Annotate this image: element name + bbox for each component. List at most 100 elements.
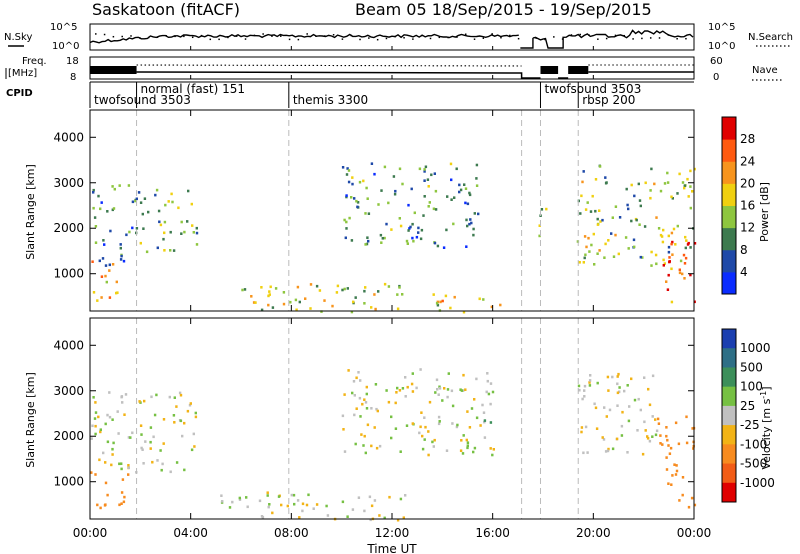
scatter-cell	[614, 205, 618, 208]
scatter-cell	[598, 209, 601, 212]
scatter-cell	[669, 446, 673, 450]
scatter-cell	[104, 481, 108, 485]
noise-search-point	[685, 37, 687, 40]
scatter-cell	[594, 406, 598, 410]
scatter-cell	[639, 408, 642, 412]
scatter-cell	[116, 291, 119, 294]
scatter-cell	[466, 444, 469, 447]
scatter-cell	[192, 231, 195, 234]
scatter-cell	[91, 424, 94, 428]
scatter-cell	[111, 418, 114, 421]
scatter-cell	[618, 390, 621, 394]
scatter-cell	[491, 390, 495, 394]
scatter-cell	[596, 223, 600, 226]
scatter-cell	[586, 201, 589, 204]
scatter-cell	[90, 437, 93, 440]
scatter-cell	[592, 232, 595, 236]
scatter-cell	[365, 186, 368, 190]
scatter-cell	[139, 424, 143, 427]
scatter-cell	[650, 264, 653, 267]
noise-search-point	[420, 34, 423, 37]
range-tick-label: 1000	[53, 475, 84, 489]
scatter-cell	[661, 443, 664, 446]
scatter-cell	[108, 415, 112, 419]
noise-search-point	[588, 34, 590, 36]
noise-search-point	[623, 34, 626, 37]
scatter-cell	[346, 167, 349, 170]
scatter-cell	[413, 211, 416, 215]
noise-search-point	[376, 38, 379, 41]
scatter-cell	[579, 212, 582, 215]
scatter-cell	[591, 194, 594, 198]
scatter-cell	[364, 401, 368, 404]
power-panel-frame	[89, 109, 695, 312]
noise-search-point	[218, 38, 220, 41]
scatter-cell	[637, 182, 640, 186]
scatter-cell	[363, 398, 366, 401]
scatter-cell	[175, 461, 179, 464]
scatter-cell	[396, 518, 400, 522]
scatter-cell	[430, 173, 433, 177]
scatter-cell	[145, 250, 149, 254]
scatter-cell	[296, 285, 300, 289]
scatter-cell	[401, 387, 405, 390]
scatter-cell	[670, 267, 673, 271]
scatter-cell	[307, 493, 310, 497]
scatter-cell	[183, 468, 186, 472]
scatter-cell	[398, 286, 401, 289]
noise-search-point	[227, 36, 229, 39]
noise-search-point	[491, 33, 493, 35]
scatter-cell	[588, 250, 591, 253]
scatter-cell	[363, 509, 366, 513]
scatter-cell	[468, 426, 472, 429]
scatter-cell	[119, 243, 122, 246]
scatter-cell	[118, 184, 121, 187]
scatter-cell	[154, 193, 157, 197]
scatter-cell	[666, 438, 669, 442]
scatter-cell	[417, 226, 420, 230]
scatter-cell	[659, 189, 663, 193]
scatter-cell	[112, 441, 115, 445]
scatter-cell	[179, 393, 183, 397]
noise-search-point	[139, 37, 141, 39]
noise-search-point	[570, 34, 573, 36]
scatter-cell	[651, 374, 655, 378]
scatter-cell	[350, 196, 353, 199]
scatter-cell	[353, 413, 356, 417]
scatter-cell	[190, 448, 194, 452]
noise-left-tick-bottom: 10^0	[52, 41, 79, 52]
scatter-cell	[121, 478, 125, 481]
scatter-cell	[655, 216, 658, 219]
scatter-cell	[137, 191, 141, 194]
scatter-cell	[96, 503, 99, 507]
scatter-cell	[369, 518, 372, 522]
noise-search-point	[438, 36, 441, 39]
scatter-cell	[409, 225, 412, 229]
scatter-cell	[370, 162, 374, 165]
scatter-cell	[671, 240, 674, 244]
scatter-cell	[636, 429, 639, 432]
noise-search-point	[667, 34, 670, 36]
scatter-cell	[380, 241, 383, 244]
scatter-cell	[432, 445, 435, 448]
power-colorbar-tick: 8	[740, 243, 748, 257]
power-colorbar-swatch	[722, 227, 736, 251]
scatter-cell	[610, 232, 613, 235]
cpid-mode-label: twofsound 3503	[94, 93, 191, 107]
scatter-cell	[348, 216, 351, 220]
scatter-cell	[419, 425, 422, 429]
scatter-cell	[618, 386, 621, 389]
noise-search-point	[244, 38, 247, 40]
scatter-cell	[662, 228, 665, 232]
scatter-cell	[351, 176, 354, 179]
scatter-cell	[483, 420, 486, 424]
scatter-cell	[183, 421, 186, 425]
noise-search-point	[350, 34, 352, 37]
power-colorbar-tick: 12	[740, 221, 755, 235]
scatter-cell	[162, 442, 165, 445]
scatter-cell	[362, 179, 365, 183]
noise-search-point	[165, 35, 167, 37]
scatter-cell	[668, 452, 672, 455]
scatter-cell	[110, 463, 113, 467]
